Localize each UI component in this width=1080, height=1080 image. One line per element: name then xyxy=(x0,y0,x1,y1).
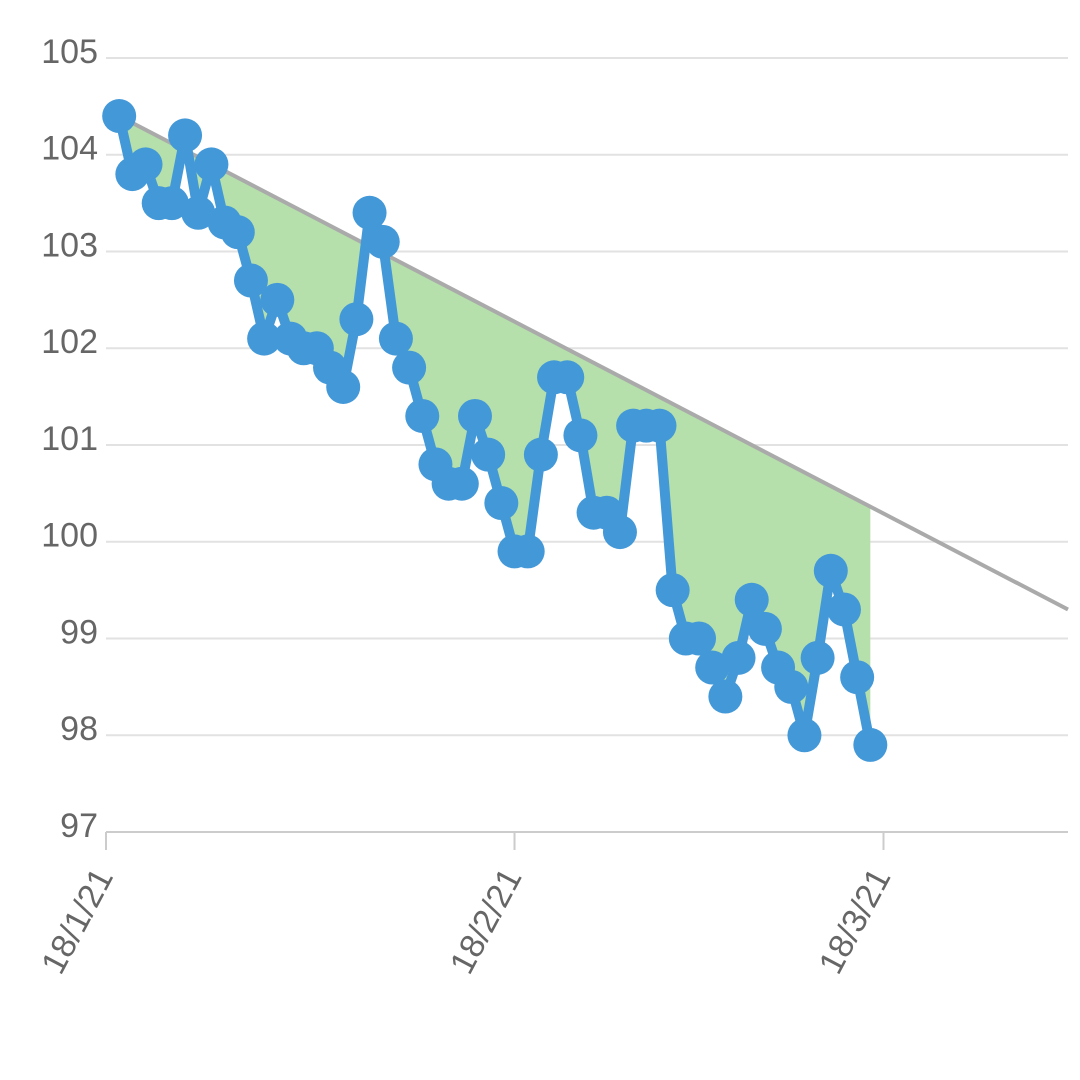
y-tick-label: 105 xyxy=(41,33,98,71)
marker xyxy=(168,118,203,153)
marker xyxy=(655,573,690,608)
marker xyxy=(747,611,782,646)
y-tick-label: 98 xyxy=(60,710,98,748)
marker xyxy=(194,147,229,182)
marker xyxy=(840,660,875,695)
marker xyxy=(233,263,268,298)
marker xyxy=(405,398,440,433)
marker xyxy=(800,640,835,675)
marker xyxy=(510,534,545,569)
marker xyxy=(642,408,677,443)
marker xyxy=(326,369,361,404)
marker xyxy=(695,650,730,685)
y-tick-label: 101 xyxy=(41,420,98,458)
marker xyxy=(853,727,888,762)
marker xyxy=(247,321,282,356)
line xyxy=(114,114,876,746)
marker xyxy=(392,350,427,385)
y-tick-label: 102 xyxy=(41,323,98,361)
marker xyxy=(708,679,743,714)
y-tick-label: 99 xyxy=(60,613,98,651)
x-tick-label: 18/1/21 xyxy=(34,862,121,980)
x-tick-label: 18/3/21 xyxy=(812,862,899,980)
marker xyxy=(721,640,756,675)
marker xyxy=(813,553,848,588)
y-tick-label: 97 xyxy=(60,807,98,845)
marker xyxy=(734,582,769,617)
marker xyxy=(682,621,717,656)
marker xyxy=(523,437,558,472)
marker xyxy=(774,669,809,704)
marker xyxy=(181,195,216,230)
marker xyxy=(550,360,585,395)
marker xyxy=(787,718,822,753)
marker xyxy=(220,215,255,250)
marker xyxy=(484,486,519,521)
marker xyxy=(602,515,637,550)
y-tick-label: 100 xyxy=(41,517,98,555)
marker xyxy=(154,186,189,221)
marker xyxy=(471,437,506,472)
marker xyxy=(352,195,387,230)
x-tick-label: 18/2/21 xyxy=(443,862,530,980)
marker xyxy=(365,224,400,259)
marker xyxy=(102,99,137,134)
marker xyxy=(128,147,163,182)
marker xyxy=(444,466,479,501)
trend-line xyxy=(118,114,1069,612)
marker xyxy=(260,282,295,317)
y-tick-label: 104 xyxy=(41,130,98,168)
marker xyxy=(563,418,598,453)
marker xyxy=(457,398,492,433)
y-tick-label: 103 xyxy=(41,226,98,264)
marker xyxy=(378,321,413,356)
marker xyxy=(339,302,374,337)
marker xyxy=(826,592,861,627)
